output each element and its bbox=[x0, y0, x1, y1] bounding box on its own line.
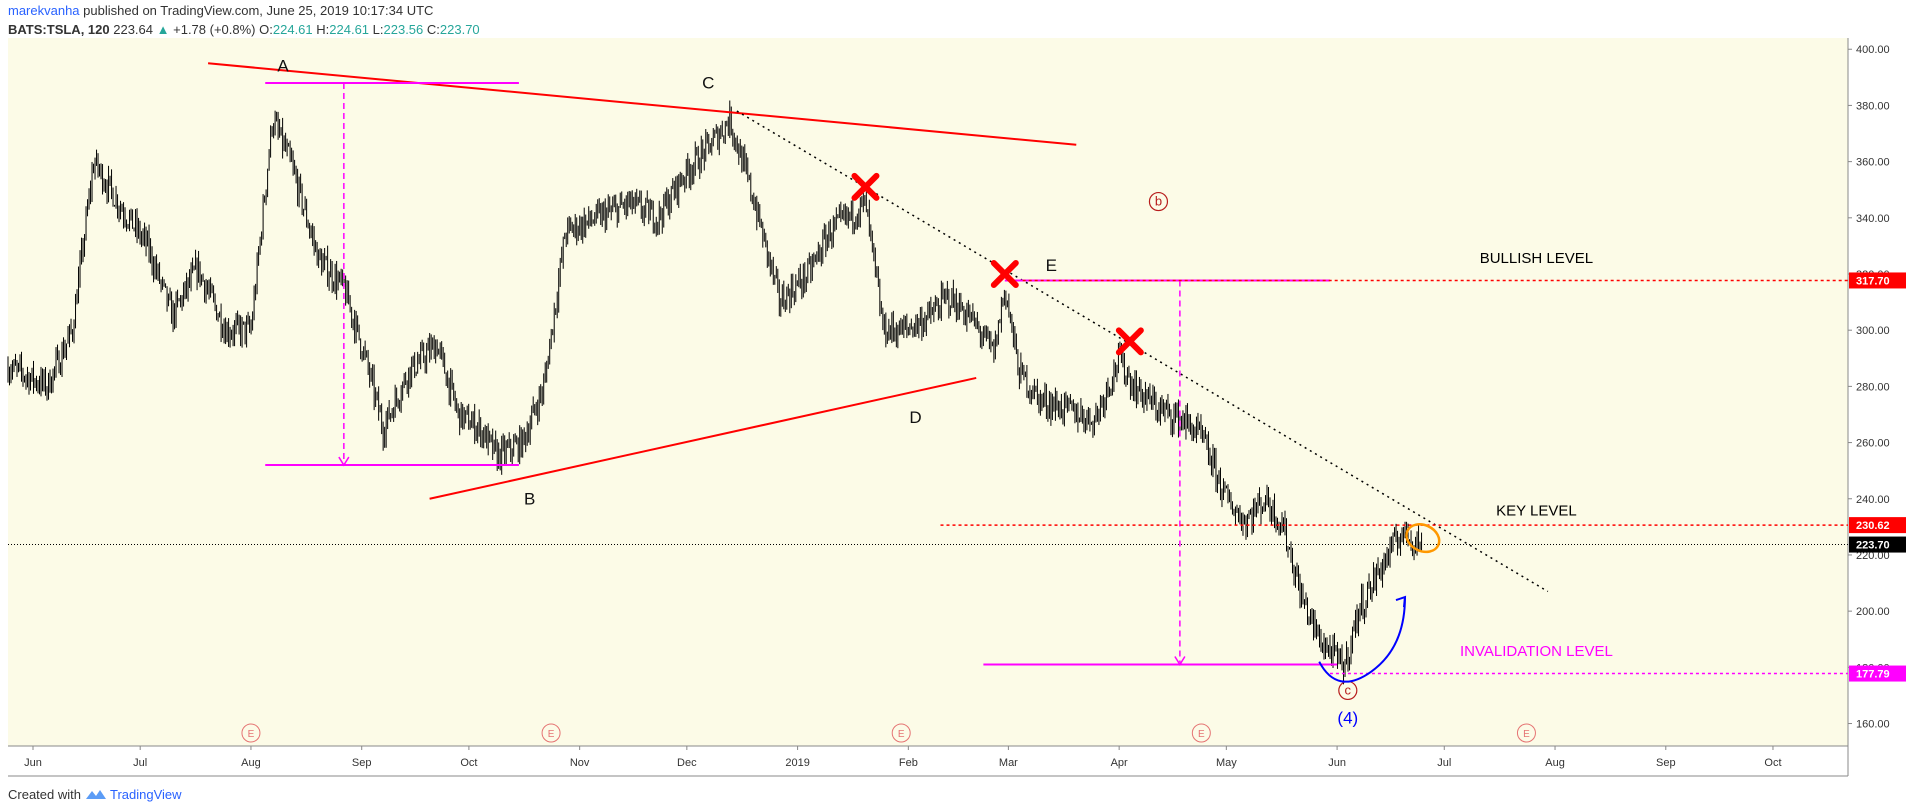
x-tick-label: Dec bbox=[677, 757, 697, 769]
earnings-event-label: E bbox=[1198, 729, 1205, 740]
y-tick-label: 400.00 bbox=[1856, 44, 1890, 56]
x-tick-label: Jun bbox=[1328, 757, 1346, 769]
triangle-trendline bbox=[429, 376, 977, 500]
y-tick-label: 220.00 bbox=[1856, 550, 1890, 562]
level-annotation: INVALIDATION LEVEL bbox=[1460, 643, 1613, 660]
chart-header: marekvanha published on TradingView.com,… bbox=[8, 3, 433, 18]
x-tick-label: Apr bbox=[1111, 757, 1128, 769]
x-tick-label: Jul bbox=[133, 757, 147, 769]
x-tick-label: May bbox=[1216, 757, 1237, 769]
key-level-ellipse bbox=[1405, 523, 1441, 554]
y-tick-label: 340.00 bbox=[1856, 213, 1890, 225]
low-value: 223.56 bbox=[383, 22, 424, 37]
candles bbox=[7, 100, 1423, 685]
footer: Created with TradingView bbox=[8, 787, 182, 802]
open-label: O: bbox=[259, 22, 273, 37]
y-tick-label: 300.00 bbox=[1856, 325, 1890, 337]
author-link[interactable]: marekvanha bbox=[8, 3, 80, 18]
tradingview-link[interactable]: TradingView bbox=[110, 787, 182, 802]
high-label: H: bbox=[316, 22, 330, 37]
price-badge bbox=[1849, 517, 1906, 534]
wave-label: (4) bbox=[1337, 709, 1358, 728]
price-badge-label: 223.70 bbox=[1856, 540, 1890, 552]
y-tick-label: 260.00 bbox=[1856, 438, 1890, 450]
change-up-icon: ▲ bbox=[156, 22, 170, 37]
y-tick-label: 160.00 bbox=[1856, 719, 1890, 731]
price-axis-panel bbox=[1848, 38, 1907, 776]
wave-label-circle bbox=[1148, 191, 1169, 212]
wave-label: C bbox=[702, 74, 714, 93]
y-tick-label: 360.00 bbox=[1856, 157, 1890, 169]
x-tick-label: Aug bbox=[1545, 757, 1565, 769]
projection-arrow-head bbox=[1395, 595, 1407, 608]
x-tick-label: 2019 bbox=[785, 757, 809, 769]
wave-label: E bbox=[1046, 256, 1057, 275]
earnings-event-icon bbox=[541, 723, 561, 743]
price-badge-label: 317.70 bbox=[1856, 275, 1890, 287]
earnings-event-label: E bbox=[248, 729, 255, 740]
price-badge bbox=[1849, 272, 1906, 289]
close-label: C: bbox=[426, 22, 440, 37]
wave-label: c bbox=[1345, 682, 1352, 697]
earnings-event-label: E bbox=[898, 729, 905, 740]
x-tick-label: Mar bbox=[999, 757, 1018, 769]
cross-mark-icon bbox=[851, 172, 880, 201]
price-badge-label: 177.79 bbox=[1856, 669, 1890, 681]
x-tick-label: Feb bbox=[899, 757, 918, 769]
earnings-event-label: E bbox=[1523, 729, 1530, 740]
level-annotation: BULLISH LEVEL bbox=[1480, 250, 1593, 267]
x-axis: Jun Jul Aug Sep Oct Nov Dec 2019 Feb Mar Apr May Jun… bbox=[24, 746, 1782, 769]
y-axis: 160.00180.00200.00220.00240.00260.00280.… bbox=[1848, 44, 1890, 731]
y-tick-label: 380.00 bbox=[1856, 100, 1890, 112]
close-value: 223.70 bbox=[439, 22, 480, 37]
high-value: 224.61 bbox=[329, 22, 370, 37]
x-tick-label: Oct bbox=[460, 757, 477, 769]
wave-label: B bbox=[524, 489, 535, 508]
wave-label: b bbox=[1155, 194, 1162, 209]
symbol-label[interactable]: BATS:TSLA, 120 bbox=[8, 22, 110, 37]
x-tick-label: Nov bbox=[570, 757, 590, 769]
price-badge-label: 230.62 bbox=[1856, 520, 1890, 532]
tradingview-logo-icon bbox=[85, 790, 106, 799]
y-tick-label: 280.00 bbox=[1856, 381, 1890, 393]
measure-arrow-head bbox=[338, 456, 350, 467]
low-label: L: bbox=[372, 22, 384, 37]
x-tick-label: Jul bbox=[1437, 757, 1451, 769]
x-tick-label: Aug bbox=[241, 757, 261, 769]
projection-arrow-curve bbox=[1318, 597, 1406, 683]
price-badge bbox=[1849, 536, 1906, 553]
cross-mark-icon bbox=[990, 260, 1019, 288]
x-tick-label: Oct bbox=[1764, 757, 1781, 769]
wave-label: D bbox=[909, 408, 921, 427]
cross-mark-icon bbox=[1115, 327, 1144, 356]
created-with-text: Created with bbox=[8, 787, 81, 802]
open-value: 224.61 bbox=[272, 22, 313, 37]
earnings-event-icon bbox=[1516, 723, 1536, 743]
x-tick-label: Jun bbox=[24, 757, 42, 769]
earnings-event-icon bbox=[1191, 723, 1211, 743]
y-tick-label: 200.00 bbox=[1856, 606, 1890, 618]
earnings-event-icon bbox=[891, 723, 911, 743]
last-price: 223.64 bbox=[113, 22, 153, 37]
earnings-event-icon bbox=[241, 723, 261, 743]
wave-label: A bbox=[277, 57, 289, 76]
x-tick-label: Sep bbox=[352, 757, 372, 769]
symbol-line: BATS:TSLA, 120 223.64 ▲ +1.78 (+0.8%) O:… bbox=[8, 22, 480, 37]
x-tick-label: Sep bbox=[1656, 757, 1676, 769]
price-badge bbox=[1849, 665, 1906, 682]
level-annotation: KEY LEVEL bbox=[1496, 503, 1577, 520]
measure-arrow-head bbox=[1174, 656, 1186, 666]
price-change: +1.78 (+0.8%) bbox=[173, 22, 256, 37]
triangle-trendline bbox=[207, 62, 1077, 146]
earnings-event-label: E bbox=[548, 729, 555, 740]
plot-area bbox=[8, 38, 1848, 746]
y-tick-label: 240.00 bbox=[1856, 494, 1890, 506]
published-text: published on TradingView.com, June 25, 2… bbox=[83, 3, 434, 18]
